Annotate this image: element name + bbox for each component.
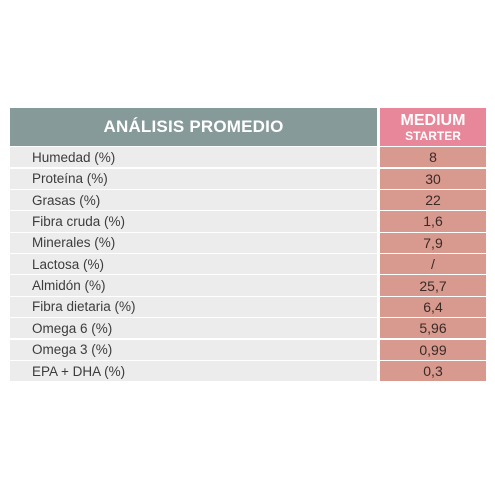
row-label: Humedad (%) <box>10 147 377 168</box>
row-value: 1,6 <box>380 211 486 232</box>
table-row: EPA + DHA (%) 0,3 <box>10 360 486 382</box>
product-name: MEDIUM <box>400 111 466 129</box>
row-label: Minerales (%) <box>10 232 377 253</box>
row-value: 6,4 <box>380 296 486 317</box>
row-label: Grasas (%) <box>10 189 377 211</box>
table-row: Fibra dietaria (%) 6,4 <box>10 296 486 317</box>
table-row: Grasas (%) 22 <box>10 189 486 211</box>
row-value: 0,3 <box>380 360 486 382</box>
table-row: Almidón (%) 25,7 <box>10 275 486 296</box>
header-title: ANÁLISIS PROMEDIO <box>10 108 377 146</box>
analysis-table: ANÁLISIS PROMEDIO MEDIUM STARTER Humedad… <box>10 108 486 382</box>
row-label: EPA + DHA (%) <box>10 360 377 382</box>
row-value: 8 <box>380 147 486 168</box>
table-row: Fibra cruda (%) 1,6 <box>10 211 486 232</box>
product-variant: STARTER <box>405 128 461 143</box>
row-value: 7,9 <box>380 232 486 253</box>
row-label: Proteína (%) <box>10 168 377 189</box>
table-header: ANÁLISIS PROMEDIO MEDIUM STARTER <box>10 108 486 146</box>
product-header: MEDIUM STARTER <box>380 108 486 146</box>
table-row: Omega 6 (%) 5,96 <box>10 318 486 339</box>
row-label: Lactosa (%) <box>10 254 377 275</box>
row-label: Almidón (%) <box>10 275 377 296</box>
row-label: Omega 3 (%) <box>10 339 377 360</box>
row-label: Fibra cruda (%) <box>10 211 377 232</box>
table-row: Humedad (%) 8 <box>10 147 486 168</box>
row-value: 30 <box>380 168 486 189</box>
table-row: Lactosa (%) / <box>10 254 486 275</box>
row-value: 22 <box>380 189 486 211</box>
row-label: Fibra dietaria (%) <box>10 296 377 317</box>
table-row: Omega 3 (%) 0,99 <box>10 339 486 360</box>
table-row: Minerales (%) 7,9 <box>10 232 486 253</box>
row-value: 25,7 <box>380 275 486 296</box>
table-row: Proteína (%) 30 <box>10 168 486 189</box>
row-value: / <box>380 254 486 275</box>
row-label: Omega 6 (%) <box>10 318 377 339</box>
row-value: 0,99 <box>380 339 486 360</box>
row-value: 5,96 <box>380 318 486 339</box>
